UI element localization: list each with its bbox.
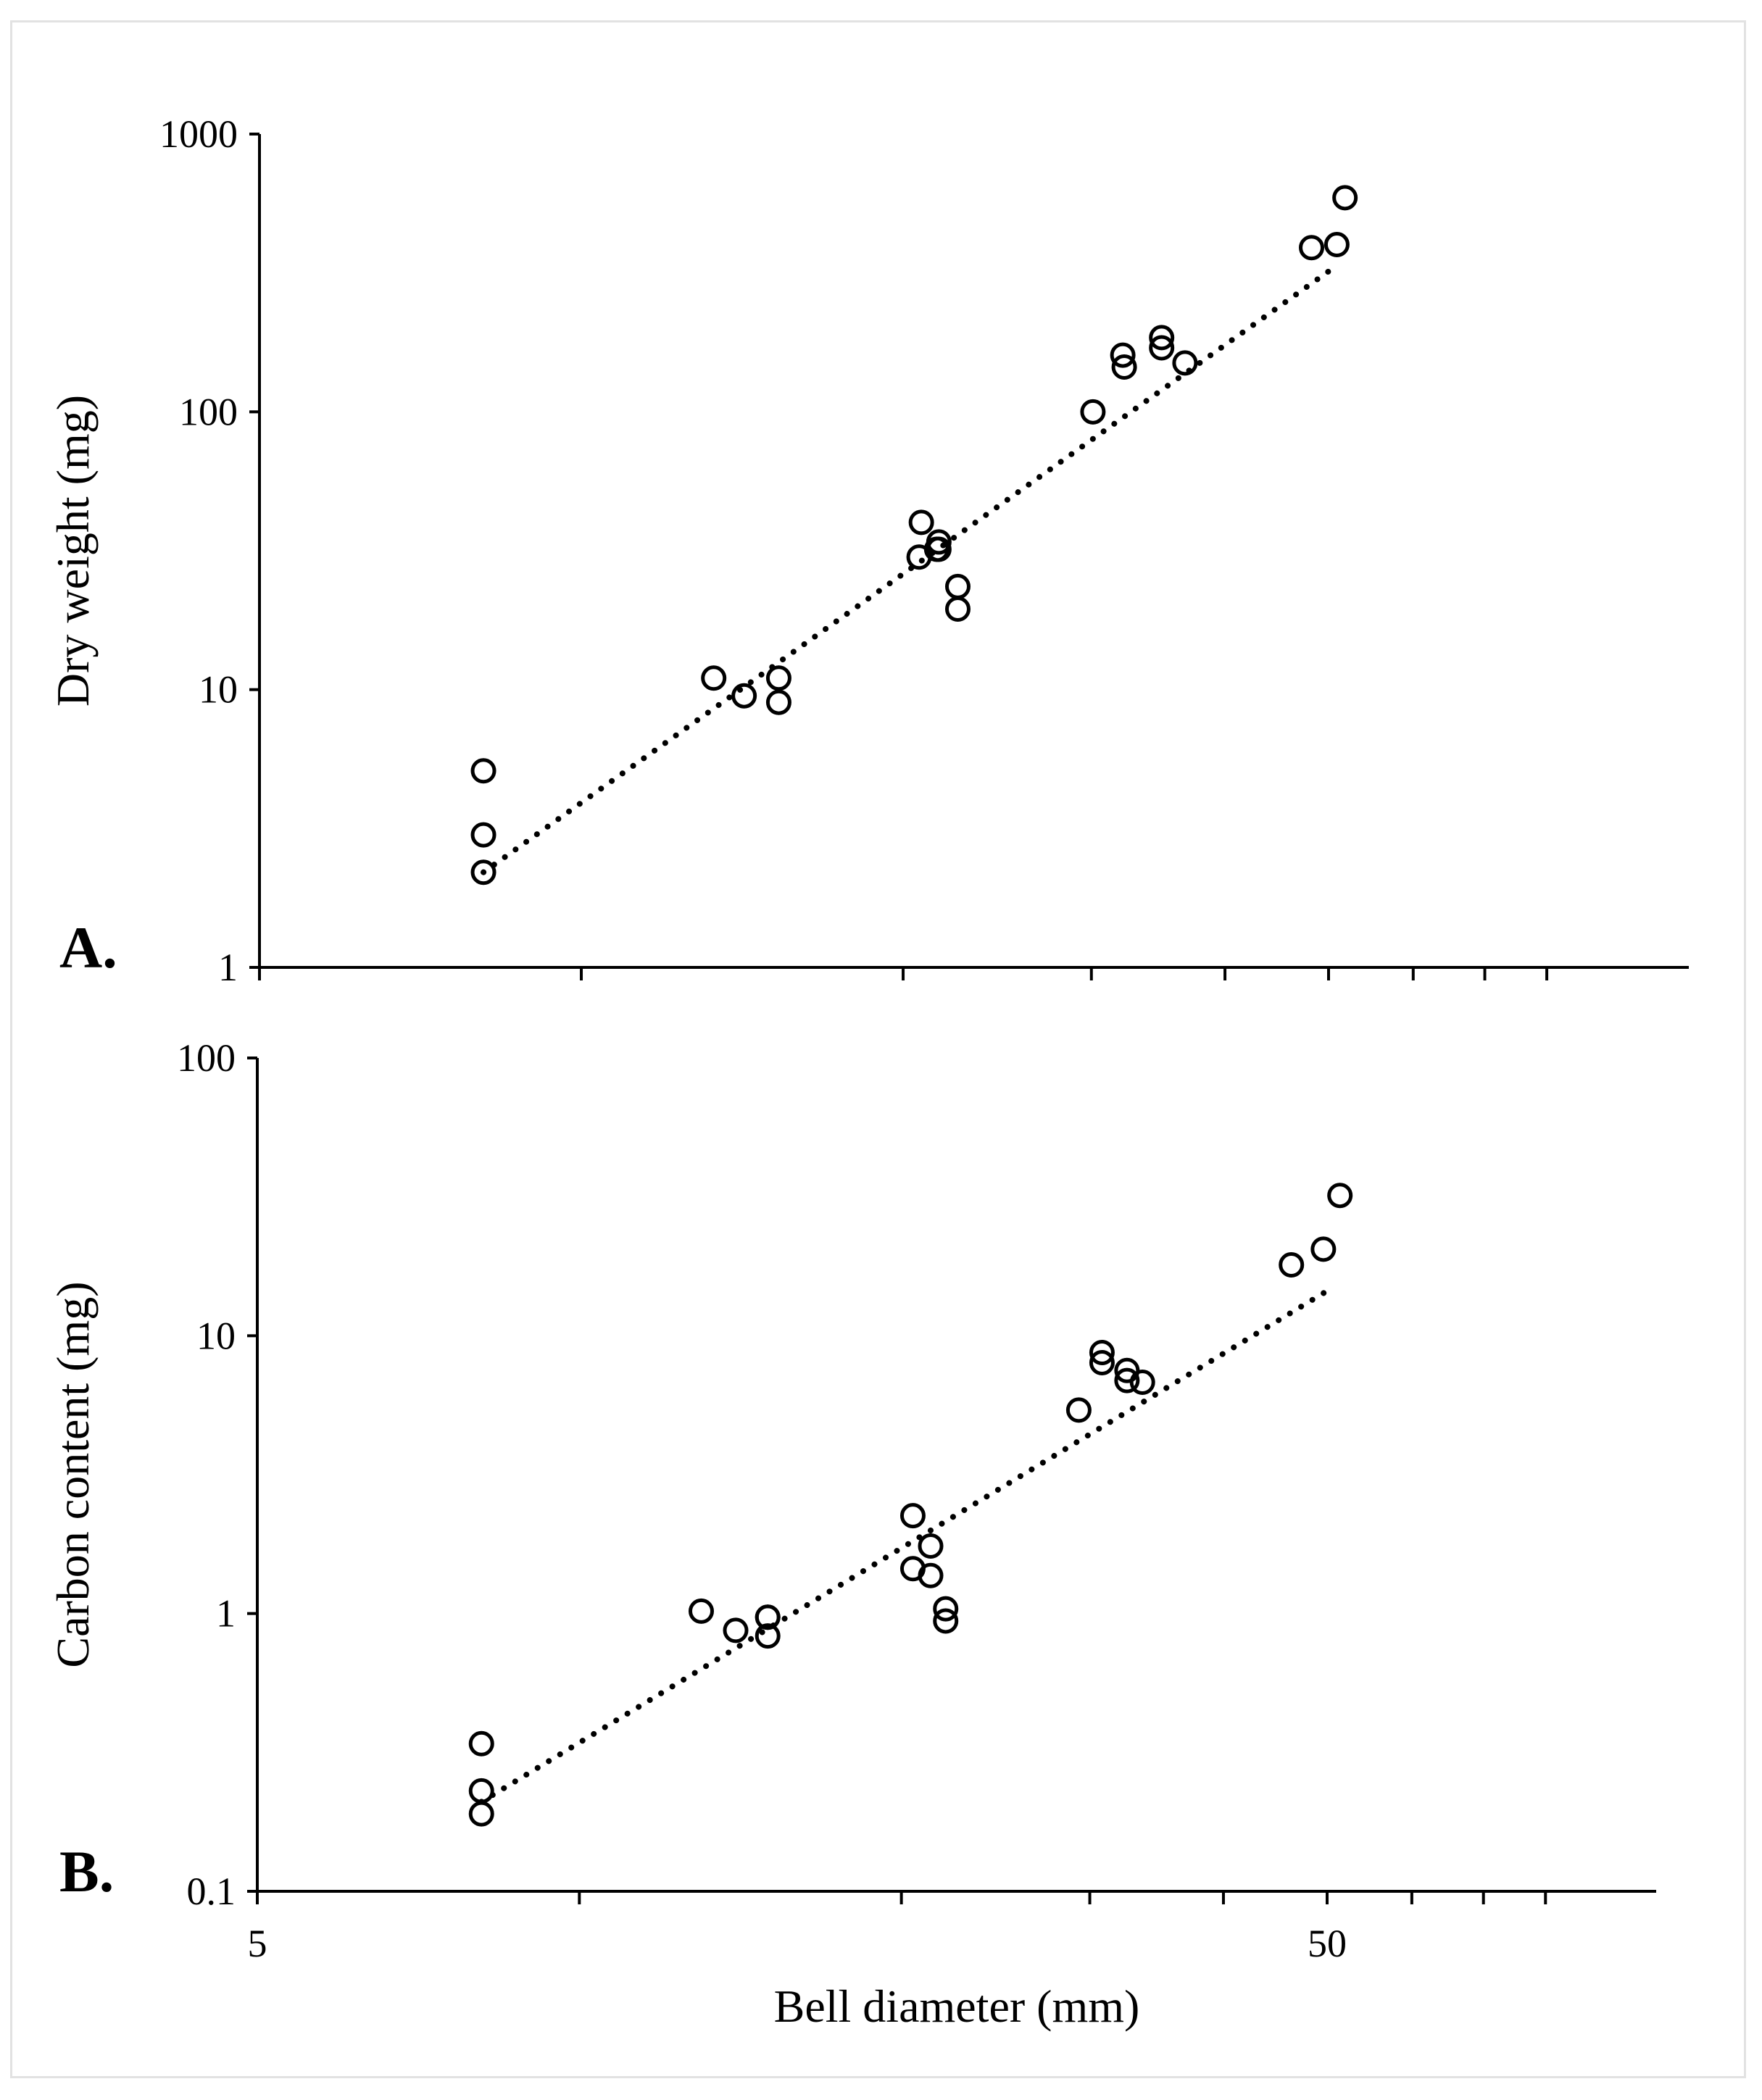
panel-b-y-axis-title: Carbon content (mg)	[47, 1281, 99, 1667]
panel-a-x-ticks	[258, 967, 1549, 980]
panel-a-points	[470, 185, 1358, 886]
panel-b-y-ticks: 0.1 1 10 100	[177, 1036, 257, 1913]
data-point	[1111, 354, 1137, 380]
data-point	[765, 665, 791, 691]
data-point	[1310, 1236, 1337, 1262]
panel-b: 0.1 1 10 100 5 50 Carbon content (mg) Bell d…	[47, 1036, 1656, 2032]
data-point	[933, 1596, 959, 1622]
panel-a-y-ticks: 1 10 100 1000	[159, 112, 259, 989]
y-tick-label: 1000	[159, 112, 238, 156]
data-point	[1327, 1183, 1353, 1209]
data-point	[1332, 185, 1358, 211]
data-point	[926, 529, 952, 555]
x-tick-label: 5	[248, 1922, 267, 1965]
data-point	[1172, 350, 1198, 376]
panel-b-trendline	[478, 1288, 1330, 1805]
data-point	[755, 1604, 781, 1630]
data-point	[933, 1608, 959, 1634]
figure-frame	[10, 20, 1746, 2078]
data-point	[1323, 232, 1350, 258]
y-tick-label: 100	[179, 390, 238, 433]
data-point	[1299, 235, 1325, 261]
panel-b-label: B.	[59, 1838, 114, 1904]
data-point	[1065, 1397, 1092, 1423]
data-point	[470, 859, 496, 886]
data-point	[926, 536, 952, 562]
data-point	[723, 1617, 749, 1643]
data-point	[1080, 399, 1106, 425]
data-point	[944, 573, 971, 599]
data-point	[468, 1778, 494, 1804]
data-point	[765, 689, 791, 715]
y-tick-label: 10	[199, 668, 238, 712]
data-point	[468, 1801, 494, 1827]
data-point	[1149, 325, 1175, 351]
data-point	[899, 1503, 926, 1529]
data-point	[1149, 335, 1175, 361]
data-point	[755, 1623, 781, 1649]
y-tick-label: 1	[218, 946, 238, 989]
data-point	[1110, 342, 1136, 368]
y-tick-label: 10	[196, 1314, 236, 1357]
data-point	[1114, 1367, 1140, 1393]
y-tick-label: 100	[177, 1036, 236, 1080]
data-point	[468, 1730, 494, 1757]
data-point	[470, 758, 496, 784]
panel-b-points	[468, 1183, 1353, 1827]
panel-a: 1 10 100 1000 Dry weight (mg) A.	[47, 112, 1689, 989]
data-point	[1089, 1340, 1115, 1366]
data-point	[1279, 1251, 1305, 1278]
data-point	[1089, 1349, 1115, 1375]
x-tick-label: 50	[1308, 1922, 1347, 1965]
data-point	[918, 1562, 944, 1588]
data-point	[944, 596, 971, 622]
data-point	[731, 683, 757, 709]
data-point	[918, 1533, 944, 1559]
data-point	[689, 1598, 715, 1624]
panel-b-x-axis-title: Bell diameter (mm)	[774, 1980, 1140, 2032]
panel-b-x-ticks: 5 50	[248, 1891, 1547, 1965]
y-tick-label: 0.1	[187, 1870, 236, 1913]
panel-a-trendline	[481, 261, 1342, 875]
panel-a-label: A.	[59, 914, 117, 980]
y-tick-label: 1	[216, 1592, 236, 1636]
data-point	[908, 509, 934, 536]
data-point	[1129, 1370, 1155, 1396]
data-point	[470, 822, 496, 848]
data-point	[701, 665, 727, 691]
panel-a-y-axis-title: Dry weight (mg)	[47, 395, 99, 707]
